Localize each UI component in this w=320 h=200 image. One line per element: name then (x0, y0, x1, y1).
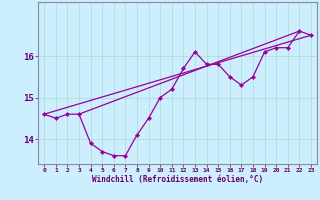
X-axis label: Windchill (Refroidissement éolien,°C): Windchill (Refroidissement éolien,°C) (92, 175, 263, 184)
